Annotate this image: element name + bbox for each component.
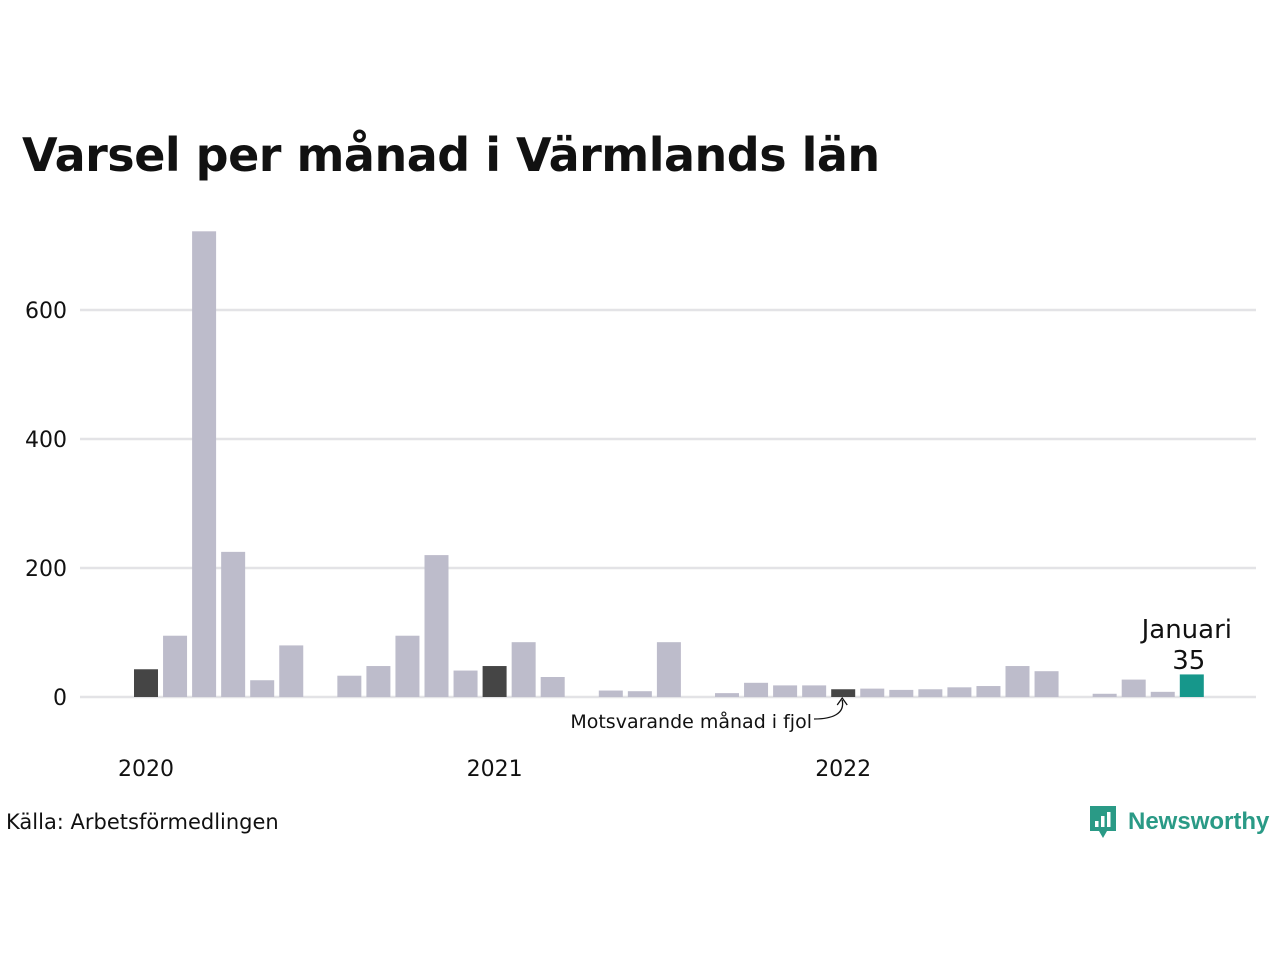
bar-2022-04	[918, 689, 943, 697]
annotation-arrow	[813, 699, 844, 720]
bar-2021-10	[744, 682, 769, 697]
bar-2022-12	[1150, 691, 1175, 697]
bar-2021-01	[482, 666, 507, 697]
current-value-label: 35	[1172, 646, 1205, 676]
brand-name: Newsworthy	[1128, 808, 1270, 835]
bar-2021-11	[773, 685, 798, 697]
annotation-arrowhead	[836, 696, 848, 706]
chart-title: Varsel per månad i Värmlands län	[22, 128, 880, 182]
bar-2021-09	[715, 693, 739, 697]
bar-2021-03	[540, 677, 565, 697]
bar-2020-05	[250, 680, 275, 697]
newsworthy-logo-icon	[1090, 806, 1116, 838]
bar-2020-03	[192, 231, 217, 697]
previous-year-annotation: Motsvarande månad i fjol	[570, 710, 812, 733]
bar-2022-05	[947, 687, 972, 697]
bar-2021-06	[627, 691, 652, 697]
source-label: Källa: Arbetsförmedlingen	[6, 810, 279, 834]
bar-2020-12	[453, 670, 478, 697]
bar-2020-01	[134, 669, 158, 697]
bar-2020-10	[395, 635, 420, 697]
y-tick-label: 0	[53, 686, 67, 711]
bar-2022-03	[889, 689, 914, 697]
bar-2022-10	[1092, 693, 1117, 697]
bar-2021-12	[802, 685, 827, 697]
newsworthy-logo: Newsworthy	[1088, 804, 1269, 840]
bar-2020-11	[424, 555, 449, 697]
y-tick-label: 400	[25, 428, 67, 453]
bar-2022-02	[860, 688, 885, 697]
x-tick-label: 2021	[467, 757, 523, 782]
x-tick-label: 2020	[118, 757, 174, 782]
bar-2022-08	[1034, 671, 1059, 697]
y-tick-label: 600	[25, 299, 67, 324]
bar-2023-01	[1179, 674, 1204, 697]
bar-chart: 0 200 400 600 2020 2021 2022 Motsvarande månad …	[25, 231, 1256, 782]
bar-2022-07	[1005, 666, 1030, 697]
bar-2020-08	[337, 675, 362, 697]
bar-2021-05	[598, 690, 623, 697]
bar-2020-02	[163, 635, 188, 697]
bar-2021-02	[511, 642, 536, 697]
bar-2022-11	[1121, 679, 1146, 697]
y-tick-label: 200	[25, 557, 67, 582]
x-tick-label: 2022	[815, 757, 871, 782]
bar-2022-06	[976, 686, 1001, 697]
bar-2020-04	[221, 551, 246, 697]
bar-2020-06	[279, 645, 304, 697]
bar-2020-09	[366, 666, 391, 697]
bar-2021-07	[656, 642, 681, 697]
bar-2022-01	[831, 689, 856, 697]
current-month-label: Januari	[1140, 615, 1232, 645]
